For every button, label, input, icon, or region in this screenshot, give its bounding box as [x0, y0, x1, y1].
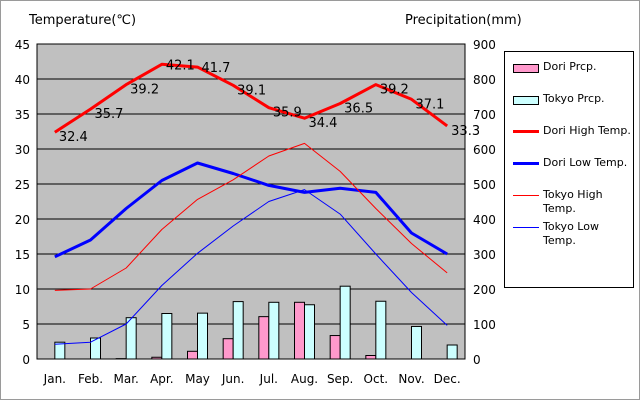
- right-tick-label: 0: [473, 353, 481, 367]
- data-label-dori-high: 37.1: [416, 97, 445, 112]
- bar-tokyo-prcp-m4: [161, 313, 173, 360]
- bar-tokyo-prcp-m8: [304, 304, 315, 360]
- right-tick-label: 100: [473, 318, 496, 332]
- x-tick-label: Jun.: [221, 372, 245, 386]
- bar-tokyo-prcp-m10: [375, 300, 387, 360]
- right-tick-label: 300: [473, 248, 496, 262]
- left-tick-label: 35: [15, 108, 30, 122]
- bar-dori-prcp-m10: [365, 355, 377, 360]
- x-tick-label: Oct.: [364, 372, 389, 386]
- data-label-dori-high: 39.2: [130, 83, 159, 98]
- data-label-dori-high: 39.1: [237, 83, 266, 98]
- x-tick-label: Apr.: [150, 372, 173, 386]
- bar-tokyo-prcp-m9: [339, 285, 351, 360]
- left-tick-label: 20: [15, 213, 30, 227]
- bar-tokyo-prcp-m2: [90, 337, 101, 360]
- data-label-dori-high: 34.4: [309, 116, 338, 131]
- bar-tokyo-prcp-m1: [54, 341, 66, 360]
- x-tick-label: May: [185, 372, 210, 386]
- data-label-dori-high: 35.9: [273, 106, 302, 121]
- bar-dori-prcp-m7: [258, 316, 270, 360]
- bar-dori-prcp-m5: [187, 350, 198, 360]
- left-axis-title: Temperature(℃): [29, 13, 137, 28]
- bar-dori-prcp-m6: [222, 338, 234, 360]
- legend-swatch-tokyo-low: [513, 227, 539, 228]
- right-tick-label: 700: [473, 108, 496, 122]
- bar-tokyo-prcp-m12: [446, 344, 458, 360]
- legend-swatch-dori-high: [513, 130, 539, 133]
- right-tick-label: 800: [473, 73, 496, 87]
- left-tick-label: 45: [15, 38, 30, 52]
- legend: Dori Prcp. Tokyo Prcp. Dori High Temp. D…: [504, 51, 634, 288]
- x-tick-label: Aug.: [291, 372, 318, 386]
- x-tick-label: Dec.: [434, 372, 461, 386]
- legend-label-dori-prcp: Dori Prcp.: [543, 60, 597, 73]
- left-tick-label: 0: [22, 353, 30, 367]
- x-tick-label: Nov.: [398, 372, 424, 386]
- data-label-dori-high: 41.7: [202, 61, 231, 76]
- line-tokyo-low-temp: [54, 189, 448, 345]
- x-tick-label: Mar.: [113, 372, 138, 386]
- bar-dori-prcp-m8: [294, 301, 305, 360]
- x-tick-label: Jul.: [259, 372, 278, 386]
- right-axis-title: Precipitation(mm): [405, 13, 522, 28]
- line-tokyo-high-temp: [54, 142, 448, 291]
- right-tick-label: 900: [473, 38, 496, 52]
- left-tick-label: 40: [15, 73, 30, 87]
- right-tick-label: 500: [473, 178, 496, 192]
- bar-tokyo-prcp-m11: [411, 325, 422, 360]
- x-tick-label: Feb.: [78, 372, 103, 386]
- left-tick-label: 25: [15, 178, 30, 192]
- data-label-dori-high: 42.1: [166, 58, 195, 73]
- legend-swatch-tokyo-prcp: [513, 96, 539, 105]
- left-tick-label: 10: [15, 283, 30, 297]
- bar-tokyo-prcp-m7: [268, 301, 280, 360]
- bar-dori-prcp-m4: [151, 356, 163, 360]
- bar-tokyo-prcp-m5: [197, 312, 208, 360]
- data-label-dori-high: 35.7: [95, 107, 124, 122]
- bar-tokyo-prcp-m6: [232, 301, 244, 360]
- right-tick-label: 200: [473, 283, 496, 297]
- left-tick-label: 15: [15, 248, 30, 262]
- left-tick-label: 5: [22, 318, 30, 332]
- data-label-dori-high: 39.2: [380, 83, 409, 98]
- line-dori-high-temp: [54, 62, 449, 134]
- legend-swatch-dori-prcp: [513, 64, 539, 73]
- x-tick-label: Jan.: [43, 372, 66, 386]
- left-tick-label: 30: [15, 143, 30, 157]
- legend-label-tokyo-high: Tokyo High Temp.: [543, 188, 603, 215]
- legend-swatch-tokyo-high: [513, 195, 539, 196]
- line-dori-low-temp: [54, 161, 448, 259]
- legend-label-dori-high: Dori High Temp.: [543, 124, 631, 137]
- bar-dori-prcp-m9: [329, 335, 341, 360]
- legend-label-dori-low: Dori Low Temp.: [543, 156, 628, 169]
- data-label-dori-high: 32.4: [59, 130, 88, 145]
- bar-tokyo-prcp-m3: [125, 317, 137, 360]
- data-label-dori-high: 33.3: [451, 124, 480, 139]
- legend-label-tokyo-low: Tokyo Low Temp.: [543, 220, 599, 247]
- legend-label-tokyo-prcp: Tokyo Prcp.: [543, 92, 605, 105]
- x-tick-label: Sep.: [327, 372, 353, 386]
- right-tick-label: 400: [473, 213, 496, 227]
- data-label-dori-high: 36.5: [344, 102, 373, 117]
- legend-swatch-dori-low: [513, 162, 539, 165]
- right-tick-label: 600: [473, 143, 496, 157]
